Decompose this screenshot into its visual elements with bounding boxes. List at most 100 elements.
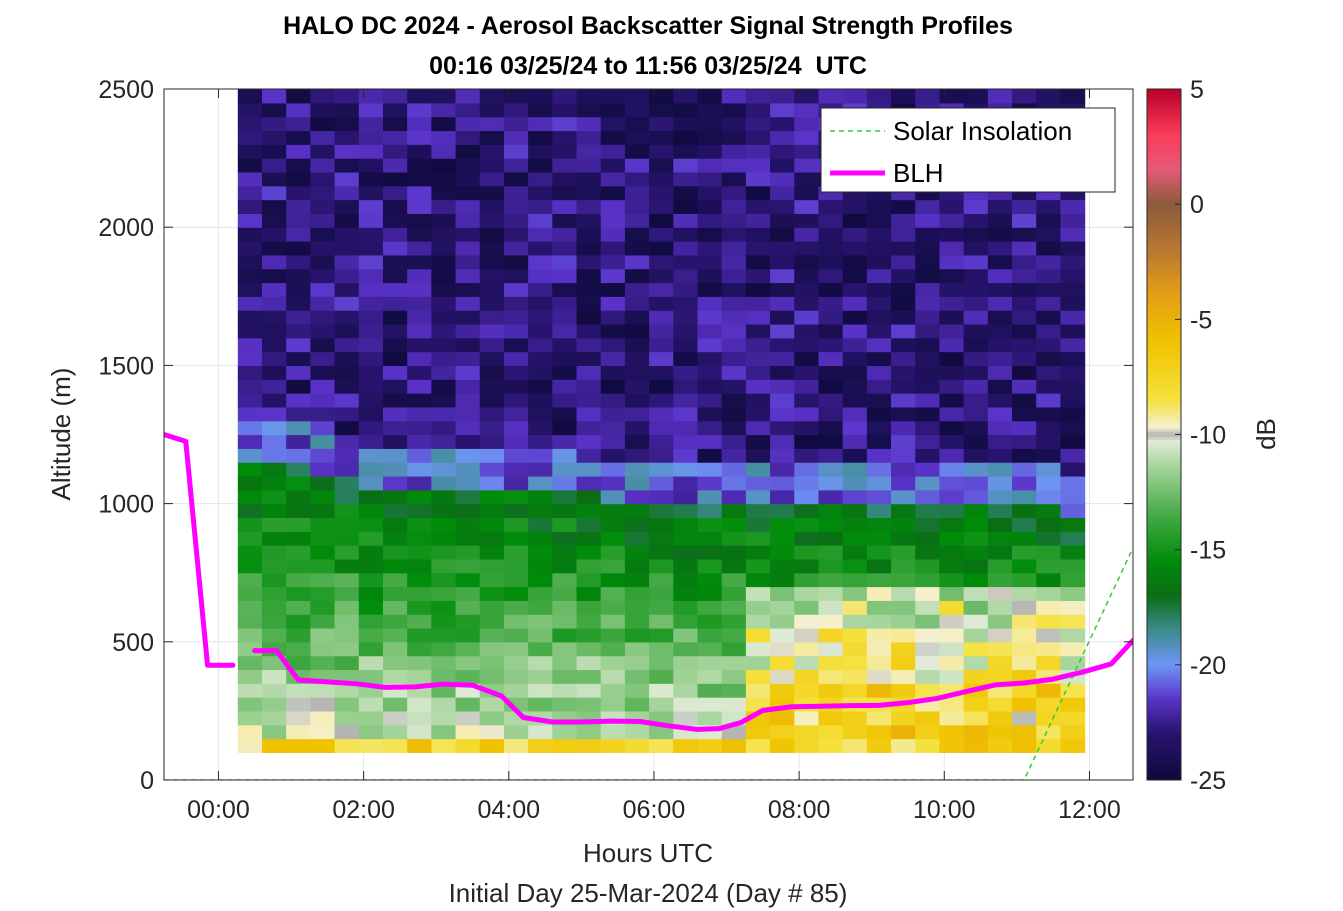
heatmap-cell xyxy=(745,379,771,394)
heatmap-cell xyxy=(1060,489,1086,505)
heatmap-cell xyxy=(431,379,457,394)
heatmap-cell xyxy=(479,641,505,657)
heatmap-cell xyxy=(891,600,916,615)
heatmap-cell xyxy=(745,600,771,615)
heatmap-cell xyxy=(600,558,626,574)
heatmap-cell xyxy=(770,517,795,532)
colorbar-segment xyxy=(1147,114,1181,119)
heatmap-cell xyxy=(528,227,553,242)
heatmap-cell xyxy=(310,379,336,394)
colorbar-segment xyxy=(1147,232,1181,237)
heatmap-cell xyxy=(649,503,674,519)
heatmap-cell xyxy=(649,655,674,671)
colorbar-tick-label: 0 xyxy=(1190,191,1204,219)
heatmap-cell xyxy=(915,89,941,104)
heatmap-cell xyxy=(866,254,892,270)
heatmap-cell xyxy=(987,641,1013,657)
heatmap-cell xyxy=(697,641,723,657)
heatmap-cell xyxy=(576,379,602,394)
colorbar-segment xyxy=(1147,411,1181,415)
colorbar-segment xyxy=(1147,414,1181,418)
heatmap-cell xyxy=(794,448,820,463)
heatmap-cell xyxy=(721,337,747,353)
colorbar-segment xyxy=(1147,397,1181,401)
heatmap-cell xyxy=(407,393,432,408)
heatmap-cell xyxy=(721,199,747,214)
heatmap-cell xyxy=(721,420,747,436)
heatmap-cell xyxy=(697,102,723,118)
heatmap-cell xyxy=(600,462,626,477)
heatmap-cell xyxy=(552,586,578,601)
heatmap-cell xyxy=(334,531,360,546)
colorbar-segment xyxy=(1147,460,1181,464)
heatmap-cell xyxy=(624,351,650,366)
heatmap-cell xyxy=(987,586,1013,601)
heatmap-cell xyxy=(310,517,336,532)
y-tick-label: 500 xyxy=(112,629,154,657)
heatmap-cell xyxy=(963,227,989,242)
heatmap-cell xyxy=(866,600,892,615)
heatmap-cell xyxy=(261,282,287,297)
heatmap-cell xyxy=(600,213,626,228)
heatmap-cell xyxy=(334,641,360,657)
heatmap-cell xyxy=(649,337,674,353)
colorbar-segment xyxy=(1147,117,1181,122)
heatmap-cell xyxy=(1060,268,1086,284)
heatmap-cell xyxy=(455,144,481,159)
heatmap-cell xyxy=(697,503,723,519)
heatmap-cell xyxy=(939,600,965,615)
heatmap-cell xyxy=(286,144,311,159)
heatmap-cell xyxy=(745,475,771,491)
heatmap-cell xyxy=(576,185,602,201)
heatmap-cell xyxy=(576,558,602,574)
heatmap-cell xyxy=(794,669,820,684)
heatmap-cell xyxy=(358,586,384,601)
heatmap-cell xyxy=(649,489,674,505)
heatmap-cell xyxy=(334,158,360,173)
colorbar-segment xyxy=(1147,500,1181,505)
heatmap-cell xyxy=(407,185,432,201)
heatmap-cell xyxy=(721,254,747,270)
heatmap-cell xyxy=(528,296,553,311)
heatmap-cell xyxy=(794,462,820,477)
heatmap-cell xyxy=(431,365,457,380)
colorbar-tick-label: -10 xyxy=(1190,422,1226,450)
heatmap-cell xyxy=(649,268,674,284)
y-tick-label: 2000 xyxy=(98,214,154,242)
heatmap-cell xyxy=(310,489,336,505)
heatmap-cell xyxy=(1012,227,1037,242)
colorbar-segment xyxy=(1147,224,1181,228)
heatmap-cell xyxy=(987,558,1013,574)
heatmap-cell xyxy=(673,185,699,201)
heatmap-cell xyxy=(455,185,481,201)
heatmap-cell xyxy=(1012,697,1037,712)
heatmap-cell xyxy=(842,641,868,657)
heatmap-cell xyxy=(576,323,602,339)
heatmap-cell xyxy=(479,227,505,242)
heatmap-cell xyxy=(286,462,311,477)
heatmap-cell xyxy=(697,489,723,505)
heatmap-cell xyxy=(697,185,723,201)
colorbar-segment xyxy=(1147,440,1181,444)
heatmap-cell xyxy=(1036,600,1062,615)
heatmap-cell xyxy=(600,586,626,601)
heatmap-cell xyxy=(842,669,868,684)
heatmap-cell xyxy=(503,475,529,491)
heatmap-cell xyxy=(382,351,408,366)
heatmap-cell xyxy=(794,600,820,615)
heatmap-cell xyxy=(1036,697,1062,712)
heatmap-cell xyxy=(237,241,263,256)
heatmap-cell xyxy=(479,89,505,104)
heatmap-cell xyxy=(286,738,311,753)
colorbar-segment xyxy=(1147,348,1181,352)
heatmap-cell xyxy=(1012,545,1037,560)
heatmap-cell xyxy=(987,351,1013,366)
colorbar-segment xyxy=(1147,682,1181,686)
heatmap-cell xyxy=(649,282,674,297)
heatmap-cell xyxy=(503,724,529,740)
colorbar-segment xyxy=(1147,486,1181,490)
heatmap-cell xyxy=(237,116,263,132)
heatmap-cell xyxy=(407,89,432,104)
heatmap-cell xyxy=(552,185,578,201)
heatmap-cell xyxy=(407,130,432,145)
